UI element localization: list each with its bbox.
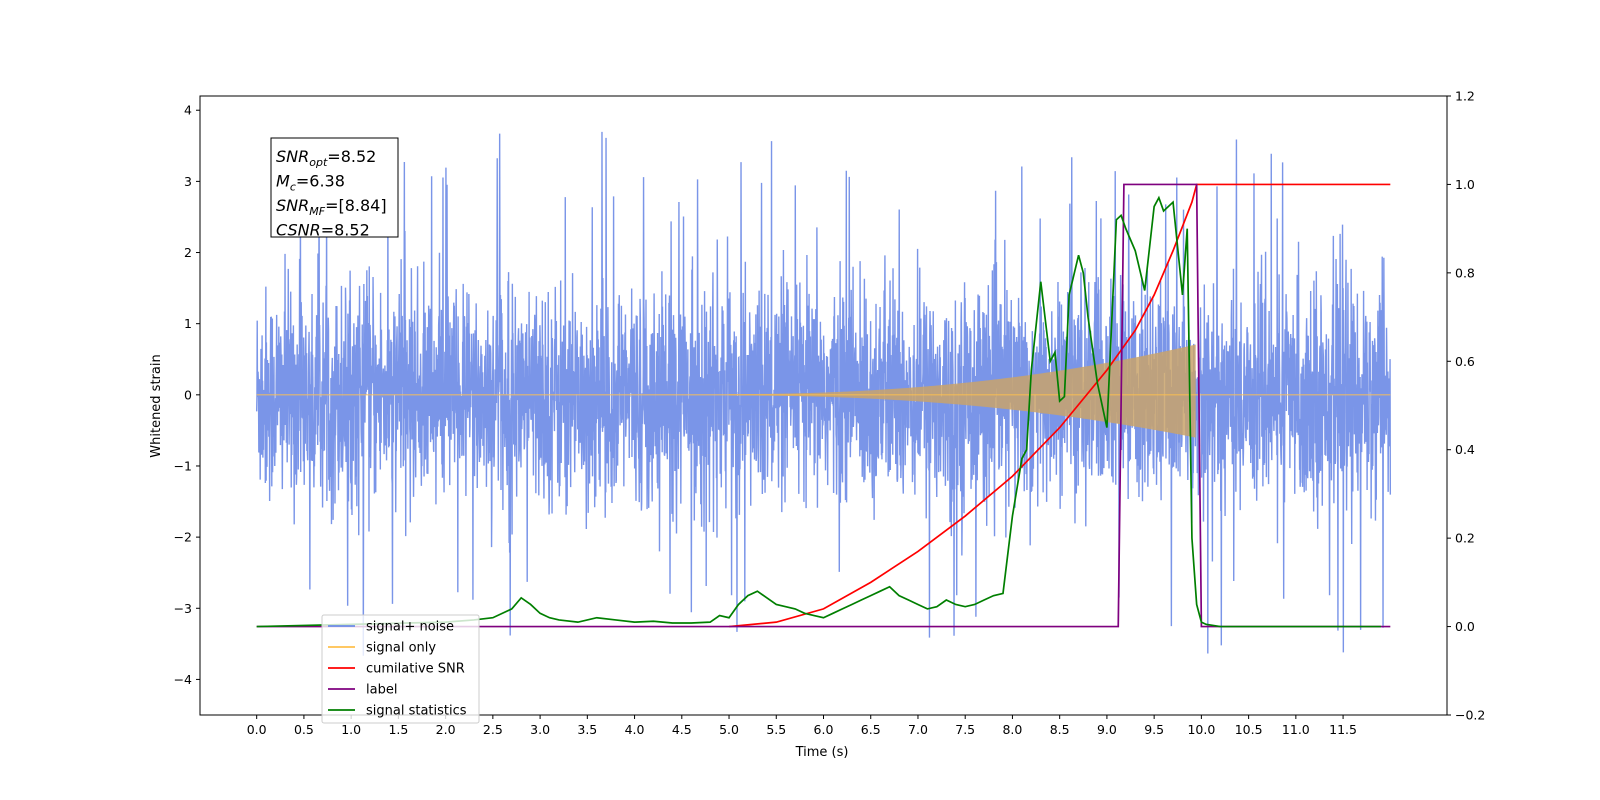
y-tick-label: 3 <box>184 174 192 189</box>
legend-label: signal+ noise <box>366 620 454 635</box>
annotation-line: Mc=6.38 <box>276 172 345 194</box>
y-tick-label: −3 <box>174 601 192 616</box>
x-axis-label: Time (s) <box>795 745 849 760</box>
x-tick-label: 11.5 <box>1329 722 1357 737</box>
right-axis-series <box>256 183 1391 628</box>
x-tick-label: 10.5 <box>1235 722 1263 737</box>
x-tick-label: 8.5 <box>1050 722 1070 737</box>
series-signal-statistics-line <box>256 195 1381 628</box>
x-tick-label: 0.5 <box>294 722 314 737</box>
annotation-line: SNRMF=[8.84] <box>276 196 387 218</box>
x-tick-label: 9.5 <box>1144 722 1164 737</box>
legend-label: signal statistics <box>366 704 467 719</box>
x-tick-label: 4.5 <box>672 722 692 737</box>
y2-tick-label: 1.0 <box>1455 177 1475 192</box>
annotation-line: CSNR=8.52 <box>276 221 370 240</box>
legend-label: signal only <box>366 641 436 656</box>
x-tick-label: 3.0 <box>530 722 550 737</box>
series-cumilative-snr-line <box>728 183 1391 628</box>
x-tick-label: 5.5 <box>766 722 786 737</box>
legend-label: cumilative SNR <box>366 662 465 677</box>
x-tick-label: 8.0 <box>1002 722 1022 737</box>
y2-tick-label: 0.2 <box>1455 531 1475 546</box>
y-axis-left: −4 −3 −2 −1 0 1 2 3 4 <box>174 103 200 687</box>
y2-tick-label: −0.2 <box>1455 708 1485 723</box>
y-tick-label: −1 <box>174 458 192 473</box>
x-axis: 0.0 0.5 1.0 1.5 2.0 2.5 3.0 3.5 4.0 4.5 5.0 5.5 6.0 6… <box>247 715 1357 737</box>
annotation-frame <box>270 137 399 238</box>
y2-tick-label: 0.4 <box>1455 442 1475 457</box>
signal-only-series <box>256 344 1391 438</box>
x-tick-label: 3.5 <box>577 722 597 737</box>
y2-tick-label: 0.6 <box>1455 354 1475 369</box>
x-tick-label: 0.0 <box>247 722 267 737</box>
x-tick-label: 6.5 <box>861 722 881 737</box>
y2-tick-label: 0.8 <box>1455 265 1475 280</box>
x-tick-label: 11.0 <box>1282 722 1310 737</box>
x-tick-label: 2.0 <box>436 722 456 737</box>
noise-series-signal-noise <box>255 131 1392 656</box>
y2-tick-label: 1.2 <box>1455 89 1475 104</box>
x-tick-label: 6.0 <box>814 722 834 737</box>
legend-label: label <box>366 683 397 698</box>
signal-noise-line <box>255 131 1392 656</box>
x-tick-label: 7.5 <box>955 722 975 737</box>
x-tick-label: 2.5 <box>483 722 503 737</box>
legend-frame <box>321 614 480 724</box>
y-tick-label: −2 <box>174 530 192 545</box>
y-tick-label: 1 <box>184 316 192 331</box>
y-tick-label: −4 <box>174 672 192 687</box>
x-tick-label: 9.0 <box>1097 722 1117 737</box>
y2-tick-label: 0.0 <box>1455 619 1475 634</box>
y-tick-label: 0 <box>184 387 192 402</box>
x-tick-label: 10.0 <box>1187 722 1215 737</box>
annotation-line: SNRopt=8.52 <box>276 147 376 169</box>
y-axis-label: Whitened strain <box>149 354 164 457</box>
y-axis-right: −0.2 0.0 0.2 0.4 0.6 0.8 1.0 1.2 <box>1447 89 1485 723</box>
x-tick-label: 1.5 <box>388 722 408 737</box>
y-tick-label: 4 <box>184 103 192 118</box>
x-tick-label: 4.0 <box>625 722 645 737</box>
y-tick-label: 2 <box>184 245 192 260</box>
x-tick-label: 5.0 <box>719 722 739 737</box>
legend: signal+ noise signal only cumilative SNR la… <box>321 614 480 724</box>
x-tick-label: 7.0 <box>908 722 928 737</box>
signal-only-envelope <box>729 344 1196 438</box>
x-tick-label: 1.0 <box>341 722 361 737</box>
